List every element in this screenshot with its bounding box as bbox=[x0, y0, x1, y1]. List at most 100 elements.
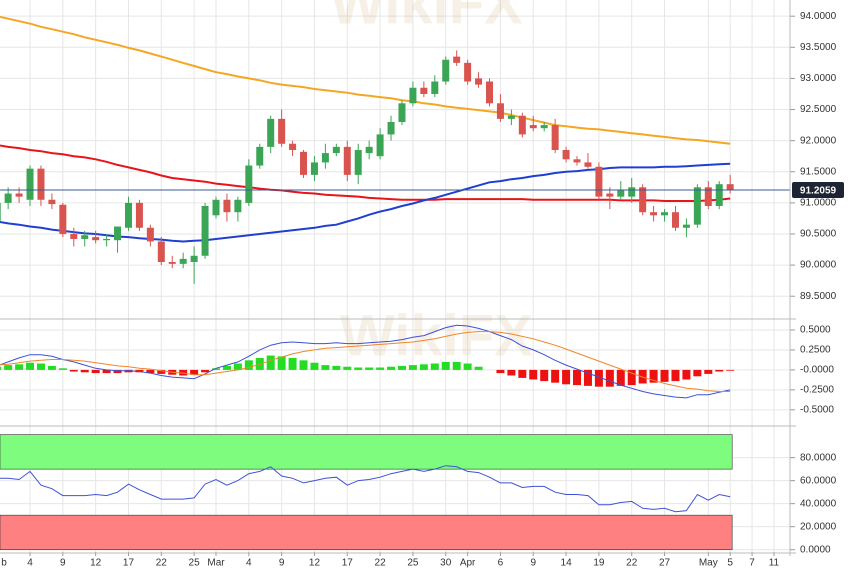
line-series bbox=[0, 144, 731, 202]
candle-body bbox=[343, 146, 351, 175]
histogram-bar bbox=[551, 369, 560, 383]
rsi-band bbox=[0, 514, 733, 550]
histogram-bar bbox=[146, 369, 155, 374]
candle-body bbox=[661, 212, 669, 216]
candle-body bbox=[310, 162, 318, 175]
candle-body bbox=[354, 149, 362, 175]
candle-body bbox=[420, 87, 428, 94]
histogram-bar bbox=[649, 369, 658, 383]
histogram-bar bbox=[693, 369, 702, 377]
last-price-label: 91.2059 bbox=[800, 186, 837, 197]
candle-body bbox=[518, 115, 526, 135]
candle-body bbox=[0, 202, 1, 222]
candle-body bbox=[453, 56, 461, 63]
histogram-bar bbox=[463, 363, 472, 370]
candle-body bbox=[562, 149, 570, 160]
y-tick-label: 93.0000 bbox=[800, 73, 837, 84]
candle-body bbox=[595, 166, 603, 197]
histogram-bar bbox=[660, 369, 669, 382]
candle-body bbox=[617, 190, 625, 197]
histogram-bar bbox=[190, 369, 199, 375]
x-tick-label: Apr bbox=[460, 558, 476, 569]
histogram-bar bbox=[518, 369, 527, 378]
y-tick-label: -0.0000 bbox=[800, 365, 834, 376]
candle-body bbox=[168, 261, 176, 264]
candle-body bbox=[179, 258, 187, 264]
histogram-bar bbox=[474, 366, 483, 370]
y-tick-label: 93.5000 bbox=[800, 42, 837, 53]
candle-body bbox=[37, 168, 45, 200]
candle-body bbox=[332, 146, 340, 154]
candle-body bbox=[551, 125, 559, 150]
histogram-bar bbox=[288, 357, 297, 370]
y-tick-label: 94.0000 bbox=[800, 11, 837, 22]
candle-body bbox=[223, 199, 231, 213]
histogram-bar bbox=[233, 363, 242, 370]
histogram-bar bbox=[496, 369, 505, 374]
x-tick-label: 12 bbox=[90, 558, 102, 569]
candle-body bbox=[234, 199, 242, 213]
candle-body bbox=[114, 226, 122, 241]
histogram-bar bbox=[332, 365, 341, 370]
y-tick-label: -0.5000 bbox=[800, 404, 834, 415]
histogram-bar bbox=[113, 369, 122, 374]
x-tick-label: 25 bbox=[407, 558, 419, 569]
x-tick-label: 11 bbox=[769, 558, 780, 569]
y-tick-label: 90.0000 bbox=[800, 260, 837, 271]
candle-body bbox=[650, 212, 658, 216]
histogram-bar bbox=[387, 366, 396, 370]
histogram-bar bbox=[201, 369, 210, 373]
candle-body bbox=[103, 238, 111, 241]
candle-body bbox=[639, 187, 647, 213]
candle-body bbox=[26, 168, 34, 200]
histogram-bar bbox=[365, 367, 374, 370]
histogram-bar bbox=[321, 365, 330, 370]
candle-body bbox=[289, 143, 297, 150]
candle-body bbox=[135, 202, 143, 228]
candle-body bbox=[475, 78, 483, 85]
x-tick-label: 22 bbox=[156, 558, 168, 569]
y-tick-label: 89.5000 bbox=[800, 291, 837, 302]
candle-body bbox=[15, 193, 23, 197]
candle-body bbox=[321, 153, 329, 163]
line-series bbox=[0, 15, 731, 145]
histogram-bar bbox=[26, 362, 35, 370]
histogram-bar bbox=[244, 360, 253, 370]
histogram-bar bbox=[376, 367, 385, 370]
y-tick-label: 40.0000 bbox=[800, 498, 837, 509]
candle-body bbox=[606, 193, 614, 197]
x-tick-label: 22 bbox=[626, 558, 638, 569]
x-tick-label: 7 bbox=[749, 558, 755, 569]
histogram-bar bbox=[222, 365, 231, 370]
x-tick-label: 14 bbox=[561, 558, 573, 569]
histogram-bar bbox=[682, 369, 691, 380]
histogram-bar bbox=[15, 364, 24, 370]
candle-body bbox=[4, 193, 12, 203]
histogram-bar bbox=[354, 367, 363, 370]
histogram-bar bbox=[408, 365, 417, 370]
x-tick-label: 9 bbox=[279, 558, 285, 569]
candle-body bbox=[671, 212, 679, 228]
y-tick-label: -0.2500 bbox=[800, 385, 834, 396]
y-tick-label: 60.0000 bbox=[800, 475, 837, 486]
candle-body bbox=[190, 255, 198, 262]
candle-body bbox=[124, 202, 132, 228]
watermark: WikiFX bbox=[340, 303, 533, 368]
histogram-bar bbox=[0, 366, 2, 370]
histogram-bar bbox=[430, 363, 439, 370]
candle-body bbox=[507, 115, 515, 119]
y-tick-label: 0.2500 bbox=[800, 345, 831, 356]
histogram-bar bbox=[605, 369, 614, 387]
candle-body bbox=[486, 81, 493, 104]
histogram-bar bbox=[562, 369, 571, 385]
histogram-bar bbox=[266, 355, 275, 370]
histogram-bar bbox=[36, 363, 45, 370]
x-tick-label: 30 bbox=[440, 558, 452, 569]
candle-body bbox=[682, 224, 690, 228]
histogram-bar bbox=[299, 360, 308, 370]
line-series bbox=[0, 331, 731, 392]
histogram-bar bbox=[47, 365, 56, 370]
line-series bbox=[0, 324, 731, 399]
histogram-bar bbox=[441, 361, 450, 370]
